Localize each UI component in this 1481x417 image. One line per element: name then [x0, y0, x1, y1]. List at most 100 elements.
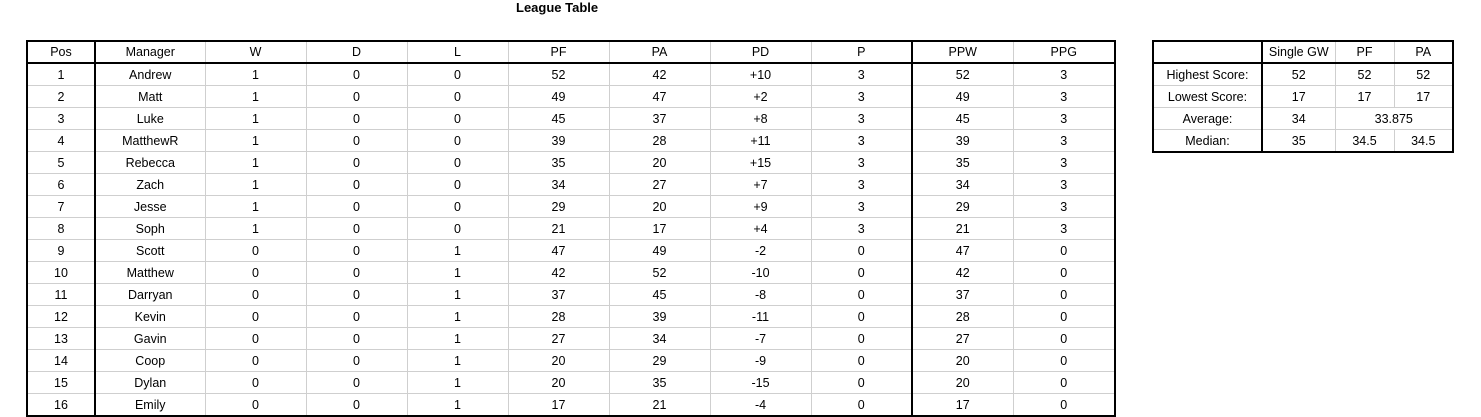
- cell-pos: 10: [26, 261, 95, 284]
- league-col-pa: PA: [608, 41, 710, 64]
- cell-ppg: 0: [1012, 371, 1115, 394]
- cell-manager: Kevin: [94, 305, 205, 328]
- table-row: 10 Matthew 0 0 1 42 52 -10 0 42 0: [26, 261, 1115, 284]
- cell-manager: Emily: [94, 393, 205, 416]
- cell-pos: 1: [26, 62, 95, 86]
- cell-pa: 45: [608, 283, 710, 306]
- cell-pos: 14: [26, 349, 95, 372]
- cell-manager: MatthewR: [94, 129, 205, 152]
- cell-manager: Coop: [94, 349, 205, 372]
- league-col-pos: Pos: [26, 41, 95, 64]
- cell-ppw: 28: [911, 305, 1013, 328]
- league-col-manager: Manager: [94, 41, 205, 64]
- cell-ppw: 35: [911, 151, 1013, 174]
- cell-ppw: 52: [911, 62, 1013, 86]
- cell-pf: 45: [507, 107, 609, 130]
- cell-w: 1: [204, 62, 306, 86]
- cell-pd: +2: [709, 85, 811, 108]
- cell-l: 0: [406, 62, 508, 86]
- stats-lowest-pa: 17: [1393, 85, 1453, 108]
- cell-l: 1: [406, 349, 508, 372]
- cell-d: 0: [305, 393, 407, 416]
- cell-pa: 35: [608, 371, 710, 394]
- cell-pa: 17: [608, 217, 710, 240]
- cell-d: 0: [305, 349, 407, 372]
- cell-ppw: 20: [911, 349, 1013, 372]
- cell-ppw: 37: [911, 283, 1013, 306]
- cell-pa: 29: [608, 349, 710, 372]
- cell-d: 0: [305, 217, 407, 240]
- cell-w: 1: [204, 195, 306, 218]
- cell-pos: 4: [26, 129, 95, 152]
- cell-pd: -4: [709, 393, 811, 416]
- table-row: 15 Dylan 0 0 1 20 35 -15 0 20 0: [26, 371, 1115, 394]
- cell-d: 0: [305, 173, 407, 196]
- cell-pd: -10: [709, 261, 811, 284]
- cell-ppg: 0: [1012, 261, 1115, 284]
- table-row: 6 Zach 1 0 0 34 27 +7 3 34 3: [26, 173, 1115, 196]
- cell-pd: +9: [709, 195, 811, 218]
- cell-w: 0: [204, 283, 306, 306]
- cell-pos: 15: [26, 371, 95, 394]
- cell-ppw: 47: [911, 239, 1013, 262]
- cell-p: 3: [810, 195, 912, 218]
- cell-d: 0: [305, 129, 407, 152]
- cell-ppg: 0: [1012, 239, 1115, 262]
- cell-l: 0: [406, 85, 508, 108]
- cell-pf: 29: [507, 195, 609, 218]
- cell-l: 1: [406, 305, 508, 328]
- cell-pos: 9: [26, 239, 95, 262]
- cell-d: 0: [305, 239, 407, 262]
- cell-p: 3: [810, 129, 912, 152]
- stats-highest-pf: 52: [1334, 62, 1394, 86]
- cell-pd: +15: [709, 151, 811, 174]
- score-stats-table: Single GW PF PA Highest Score: 52 52 52 …: [1152, 40, 1454, 153]
- cell-ppw: 29: [911, 195, 1013, 218]
- cell-ppg: 0: [1012, 283, 1115, 306]
- league-col-ppg: PPG: [1012, 41, 1115, 64]
- cell-manager: Zach: [94, 173, 205, 196]
- cell-p: 0: [810, 305, 912, 328]
- league-col-pf: PF: [507, 41, 609, 64]
- cell-d: 0: [305, 305, 407, 328]
- cell-l: 1: [406, 239, 508, 262]
- cell-w: 1: [204, 217, 306, 240]
- cell-w: 1: [204, 107, 306, 130]
- cell-p: 3: [810, 85, 912, 108]
- cell-w: 0: [204, 349, 306, 372]
- cell-ppw: 21: [911, 217, 1013, 240]
- stats-highest-gw: 52: [1261, 62, 1335, 86]
- cell-ppg: 0: [1012, 305, 1115, 328]
- cell-manager: Luke: [94, 107, 205, 130]
- cell-pd: +4: [709, 217, 811, 240]
- cell-l: 0: [406, 173, 508, 196]
- cell-manager: Matthew: [94, 261, 205, 284]
- table-row: 2 Matt 1 0 0 49 47 +2 3 49 3: [26, 85, 1115, 108]
- cell-l: 0: [406, 107, 508, 130]
- cell-pf: 37: [507, 283, 609, 306]
- cell-l: 0: [406, 217, 508, 240]
- cell-pd: -9: [709, 349, 811, 372]
- cell-pd: -8: [709, 283, 811, 306]
- table-row: 14 Coop 0 0 1 20 29 -9 0 20 0: [26, 349, 1115, 372]
- stats-average-gw: 34: [1261, 107, 1335, 130]
- cell-manager: Rebecca: [94, 151, 205, 174]
- league-col-pd: PD: [709, 41, 811, 64]
- cell-w: 0: [204, 239, 306, 262]
- cell-manager: Dylan: [94, 371, 205, 394]
- cell-pa: 49: [608, 239, 710, 262]
- cell-ppg: 3: [1012, 85, 1115, 108]
- cell-w: 0: [204, 305, 306, 328]
- cell-manager: Soph: [94, 217, 205, 240]
- cell-pa: 27: [608, 173, 710, 196]
- cell-ppw: 34: [911, 173, 1013, 196]
- table-row: 5 Rebecca 1 0 0 35 20 +15 3 35 3: [26, 151, 1115, 174]
- cell-ppw: 39: [911, 129, 1013, 152]
- cell-pf: 39: [507, 129, 609, 152]
- stats-label-highest: Highest Score:: [1152, 62, 1262, 86]
- cell-p: 3: [810, 151, 912, 174]
- cell-p: 3: [810, 173, 912, 196]
- cell-ppg: 0: [1012, 393, 1115, 416]
- cell-p: 3: [810, 217, 912, 240]
- cell-pos: 8: [26, 217, 95, 240]
